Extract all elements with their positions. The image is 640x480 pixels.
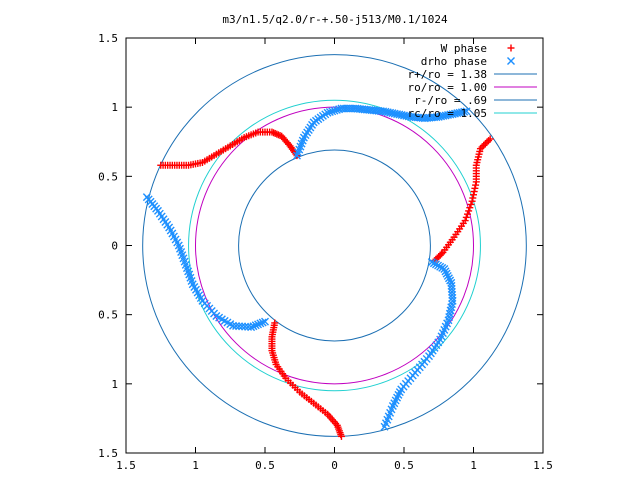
y-tick-label: 1.5 bbox=[98, 447, 118, 460]
w-phase-point bbox=[467, 200, 475, 208]
circle-r-ro-69 bbox=[238, 149, 431, 342]
w-phase-point bbox=[481, 140, 489, 148]
drho-phase-point bbox=[441, 267, 450, 276]
w-phase-point bbox=[462, 213, 470, 221]
w-phase-point bbox=[465, 207, 473, 215]
data-markers bbox=[142, 104, 494, 440]
drho-phase-point bbox=[460, 107, 469, 116]
w-phase-point bbox=[478, 143, 486, 151]
drho-phase-point bbox=[462, 107, 471, 116]
drho-phase-point bbox=[332, 105, 341, 114]
y-tick-label: 1 bbox=[111, 101, 118, 114]
drho-phase-point bbox=[249, 322, 258, 331]
legend-label: W phase bbox=[441, 42, 487, 55]
w-phase-point bbox=[466, 204, 474, 212]
w-phase-point bbox=[480, 141, 488, 149]
drho-phase-point bbox=[448, 293, 457, 302]
x-tick-label: 1.5 bbox=[533, 459, 553, 472]
circle-r-ro-1-38 bbox=[142, 54, 527, 437]
drho-phase-point bbox=[247, 323, 256, 332]
drho-phase-point bbox=[380, 422, 389, 431]
x-tick-label: 1 bbox=[470, 459, 477, 472]
drho-phase-point bbox=[323, 108, 332, 117]
y-tick-label: 1.5 bbox=[98, 32, 118, 45]
drho-phase-point bbox=[256, 319, 265, 328]
w-phase-point bbox=[463, 210, 471, 218]
circle-ro-ro-1-00 bbox=[195, 106, 474, 385]
drho-phase-point bbox=[443, 271, 452, 280]
y-tick-label: 0 bbox=[111, 240, 118, 253]
drho-phase-point bbox=[442, 269, 451, 278]
x-axis: 1.5 1 0.5 0 0.5 1 1.5 bbox=[116, 38, 553, 472]
chart-title: m3/n1.5/q2.0/r-+.50-j513/M0.1/1024 bbox=[222, 13, 448, 26]
x-tick-label: 1 bbox=[192, 459, 199, 472]
x-tick-label: 0.5 bbox=[394, 459, 414, 472]
drho-phase-point bbox=[330, 106, 339, 115]
x-tick-label: 1.5 bbox=[116, 459, 136, 472]
drho-phase-point bbox=[328, 107, 337, 116]
y-tick-label: 1 bbox=[111, 378, 118, 391]
y-tick-label: 0.5 bbox=[98, 170, 118, 183]
y-axis: 1.5 1 0.5 0 0.5 1 1.5 bbox=[98, 32, 543, 460]
drho-phase-point bbox=[261, 317, 269, 326]
drho-phase-point bbox=[440, 265, 449, 274]
w-phase-point bbox=[485, 137, 493, 145]
drho-phase-point bbox=[258, 318, 267, 327]
drho-phase-point bbox=[254, 320, 263, 329]
circle-rc-ro-1-05 bbox=[188, 99, 481, 392]
y-tick-label: 0.5 bbox=[98, 309, 118, 322]
drho-phase-point bbox=[251, 321, 260, 330]
w-phase-point bbox=[468, 197, 476, 205]
drho-phase-point bbox=[325, 108, 334, 117]
x-tick-label: 0.5 bbox=[255, 459, 275, 472]
x-tick-label: 0 bbox=[331, 459, 338, 472]
legend-label: r-/ro = .69 bbox=[414, 94, 487, 107]
drho-phase-point bbox=[444, 274, 453, 283]
w-phase-point bbox=[483, 138, 491, 146]
legend-swatch bbox=[507, 57, 515, 65]
w-phase-point bbox=[271, 319, 279, 327]
legend-label: ro/ro = 1.00 bbox=[408, 81, 487, 94]
legend-label: rc/ro = 1.05 bbox=[408, 107, 487, 120]
w-phase-point bbox=[486, 135, 494, 143]
legend-label: drho phase bbox=[421, 55, 487, 68]
legend-label: r+/ro = 1.38 bbox=[408, 68, 487, 81]
